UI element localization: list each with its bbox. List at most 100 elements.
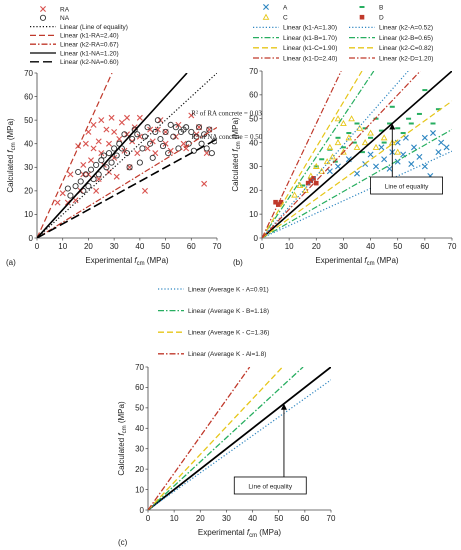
- data-point-RA: [175, 121, 182, 128]
- marker-stroke: [162, 140, 169, 147]
- marker-stroke: [121, 147, 128, 154]
- trend-line: [37, 73, 188, 238]
- data-point-RA: [90, 145, 97, 152]
- marker-stroke: [88, 157, 94, 164]
- data-point-NA: [67, 192, 74, 199]
- data-point-NA: [208, 150, 215, 157]
- data-point-B: [381, 141, 387, 144]
- axis-title-part: (MPa): [6, 118, 15, 142]
- trend-line: [262, 100, 452, 238]
- chart-panel-1: RA NA Linear (Line of equality) Linear (k1-…: [6, 6, 263, 267]
- legend-label: Linear (k1-NA=1.20): [60, 50, 119, 57]
- data-point-A: [443, 144, 450, 151]
- marker-stroke: [103, 126, 110, 133]
- axis-title-part: f: [364, 256, 367, 265]
- data-point-RA: [90, 121, 97, 128]
- plot-area: [148, 367, 331, 510]
- data-point-NA: [188, 128, 195, 135]
- legend-label: Linear (k2-C=0.82): [379, 45, 433, 52]
- marker-stroke: [149, 138, 156, 145]
- x-tick-label: 50: [274, 514, 283, 523]
- data-point-B: [340, 146, 346, 149]
- data-point-NA: [113, 152, 120, 159]
- data-point-NA: [154, 117, 161, 124]
- x-tick-label: 40: [248, 514, 257, 523]
- legend-label: Linear (k2-NA=0.60): [60, 59, 119, 66]
- data-point-C: [326, 143, 334, 150]
- x-tick-label: 40: [135, 242, 144, 251]
- data-point-RA: [95, 138, 102, 145]
- y-tick-label: 30: [135, 445, 144, 454]
- x-tick-label: 20: [196, 514, 205, 523]
- marker-stroke: [167, 147, 174, 154]
- x-tick-label: 50: [161, 242, 170, 251]
- data-point-NA: [121, 131, 128, 138]
- x-tick-label: 30: [222, 514, 231, 523]
- y-tick-label: 30: [24, 163, 33, 172]
- data-point-A: [335, 163, 341, 170]
- data-point-B: [319, 158, 325, 161]
- x-tick-label: 20: [84, 242, 93, 251]
- callout-box: [370, 176, 443, 195]
- x-tick-label: 40: [366, 242, 375, 251]
- axis-title-part: f: [247, 528, 250, 537]
- data-point-RA: [121, 147, 128, 154]
- data-point-B: [373, 117, 379, 120]
- marker-stroke: [67, 171, 74, 178]
- data-point-A: [381, 156, 388, 163]
- data-point-RA: [85, 128, 92, 135]
- data-point-C: [334, 139, 342, 146]
- legend-marker: [262, 13, 270, 20]
- data-point-RA: [188, 112, 195, 119]
- arrow-head: [280, 403, 287, 410]
- marker-stroke: [408, 161, 415, 168]
- trend-line: [37, 73, 113, 238]
- trend-line: [262, 71, 375, 238]
- marker-stroke: [113, 173, 120, 180]
- data-point-C: [361, 139, 369, 146]
- marker-stroke: [154, 126, 161, 133]
- marker-stroke: [134, 150, 141, 157]
- marker-stroke: [263, 4, 269, 10]
- data-point-RA: [201, 180, 208, 187]
- y-tick-label: 50: [249, 115, 258, 124]
- callout-label: Line of equality: [248, 483, 292, 490]
- marker-stroke: [381, 156, 388, 163]
- y-tick-label: 10: [135, 485, 144, 494]
- data-point-NA: [157, 135, 164, 143]
- x-tick-label: 0: [260, 242, 265, 251]
- data-point-NA: [126, 164, 133, 171]
- trend-line: [37, 126, 217, 238]
- data-point-C: [307, 172, 315, 179]
- data-point-RA: [82, 140, 89, 147]
- data-point-A: [430, 130, 436, 137]
- marker-stroke: [443, 144, 450, 151]
- data-point-B: [378, 129, 384, 132]
- data-point-D: [305, 180, 311, 186]
- data-point-C: [296, 181, 304, 189]
- marker-stroke: [111, 128, 118, 135]
- data-point-NA: [82, 171, 89, 178]
- data-point-B: [389, 105, 395, 108]
- marker-stroke: [118, 119, 125, 126]
- panel-label: (b): [233, 258, 243, 267]
- x-tick-label: 30: [110, 242, 119, 251]
- axis-title-part: cm: [11, 142, 17, 150]
- legend-label: Linear (k2-B=0.65): [379, 35, 433, 42]
- trend-line: [37, 73, 217, 238]
- marker-stroke: [93, 187, 100, 194]
- data-point-B: [435, 108, 441, 111]
- marker-stroke: [345, 156, 352, 163]
- legend-label: Linear (k2-D=1.20): [379, 55, 433, 62]
- x-tick-label: 60: [187, 242, 196, 251]
- marker-stroke: [90, 145, 97, 152]
- legend-marker: [359, 14, 365, 20]
- data-point-NA: [206, 126, 213, 133]
- data-point-C: [312, 162, 320, 169]
- plot-area: [37, 73, 217, 238]
- x-tick-label: 60: [300, 514, 309, 523]
- data-point-C: [348, 115, 355, 122]
- data-point-C: [291, 191, 298, 198]
- marker-stroke: [124, 114, 130, 121]
- data-point-NA: [75, 168, 82, 176]
